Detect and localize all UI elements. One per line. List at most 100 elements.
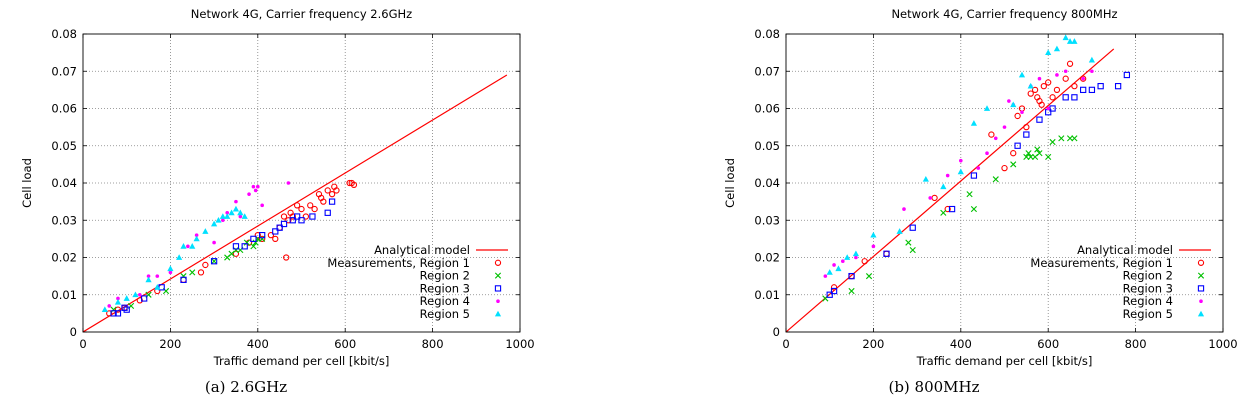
point-region-1 [333, 187, 340, 194]
point-region-2 [189, 269, 196, 276]
point-region-3 [272, 228, 279, 235]
point-region-2 [992, 176, 999, 183]
point-region-3 [110, 310, 117, 317]
point-region-5 [1027, 82, 1034, 89]
legend-marker [1197, 259, 1205, 266]
point-region-1 [1014, 112, 1021, 120]
y-tick-label: 0.06 [51, 102, 77, 116]
point-region-1 [883, 250, 890, 257]
point-region-2 [243, 239, 250, 246]
x-tick-label: 400 [247, 337, 269, 351]
point-region-5 [145, 276, 152, 283]
y-tick-label: 0.08 [754, 27, 780, 41]
point-region-4 [1002, 125, 1007, 129]
point-region-5 [241, 213, 248, 219]
chart-title: Network 4G, Carrier frequency 800MHz [891, 7, 1117, 21]
point-region-3 [848, 272, 855, 280]
point-region-3 [909, 224, 916, 231]
point-region-5 [123, 295, 130, 301]
point-region-3 [289, 217, 296, 224]
point-region-3 [210, 258, 218, 265]
legend-label: Region 3 [420, 281, 470, 295]
point-region-4 [985, 151, 989, 155]
point-region-1 [267, 231, 275, 239]
y-tick-label: 0.07 [754, 64, 780, 78]
point-region-2 [1010, 161, 1017, 168]
point-region-3 [114, 310, 122, 317]
plot-frame [785, 33, 1224, 333]
x-tick-label: 600 [334, 337, 356, 351]
point-region-3 [1036, 116, 1043, 123]
point-region-5 [835, 265, 842, 272]
point-region-1 [931, 194, 938, 202]
point-region-3 [948, 205, 956, 213]
point-region-4 [260, 203, 264, 208]
point-region-1 [283, 254, 290, 261]
point-region-4 [168, 270, 173, 275]
legend-label: Analytical model [374, 243, 470, 257]
point-region-5 [852, 250, 860, 257]
point-region-4 [116, 296, 120, 301]
point-region-1 [197, 269, 205, 276]
point-region-5 [896, 228, 903, 234]
plot-frame [82, 33, 521, 333]
point-region-1 [293, 202, 301, 209]
point-region-5 [154, 284, 161, 290]
point-region-2 [1049, 138, 1056, 146]
point-region-4 [993, 136, 998, 141]
point-region-1 [1031, 86, 1039, 94]
point-region-5 [957, 168, 964, 175]
y-tick-label: 0.01 [51, 288, 77, 302]
point-region-1 [350, 181, 358, 189]
y-tick-label: 0.03 [51, 213, 77, 227]
point-region-2 [180, 273, 187, 280]
point-region-1 [114, 306, 122, 313]
point-region-3 [180, 276, 187, 283]
point-region-4 [212, 240, 216, 245]
legend-label: Region 2 [1123, 269, 1173, 283]
point-region-4 [194, 233, 199, 237]
point-region-2 [970, 205, 977, 213]
point-region-1 [988, 131, 995, 138]
point-region-5 [922, 175, 929, 182]
point-region-3 [1114, 83, 1122, 90]
point-region-5 [114, 298, 122, 305]
point-region-3 [293, 213, 301, 220]
x-tick-label: 0 [79, 337, 86, 351]
point-region-1 [1023, 123, 1030, 131]
point-region-1 [302, 213, 310, 220]
point-region-2 [865, 273, 873, 280]
point-region-4 [1055, 73, 1059, 77]
legend-label: Measurements, Region 1 [1030, 256, 1173, 270]
point-region-2 [905, 239, 912, 246]
point-region-1 [861, 258, 868, 265]
point-region-1 [289, 213, 296, 220]
point-region-4 [1020, 110, 1024, 115]
point-region-5 [870, 231, 877, 238]
legend-label: Measurements, Region 1 [327, 256, 470, 270]
y-tick-label: 0.07 [51, 64, 77, 78]
point-region-5 [224, 213, 231, 219]
point-region-4 [854, 255, 858, 260]
point-region-4 [225, 211, 230, 215]
point-region-1 [285, 217, 292, 224]
x-tick-label: 800 [1125, 337, 1147, 351]
point-region-5 [228, 209, 235, 216]
point-region-3 [324, 209, 331, 216]
point-region-1 [259, 235, 266, 243]
point-region-3 [259, 232, 266, 239]
point-region-2 [250, 243, 257, 250]
point-region-3 [826, 291, 833, 298]
point-region-3 [250, 235, 257, 243]
point-region-3 [298, 217, 305, 224]
legend-label: Region 4 [1123, 294, 1173, 308]
legend-label: Region 3 [1123, 281, 1173, 295]
point-region-3 [276, 224, 283, 231]
point-region-3 [1071, 94, 1078, 101]
x-tick-label: 200 [159, 337, 181, 351]
y-tick-label: 0.08 [51, 27, 77, 41]
point-region-4 [841, 259, 845, 264]
y-tick-label: 0.05 [754, 139, 780, 153]
point-region-1 [307, 202, 314, 209]
